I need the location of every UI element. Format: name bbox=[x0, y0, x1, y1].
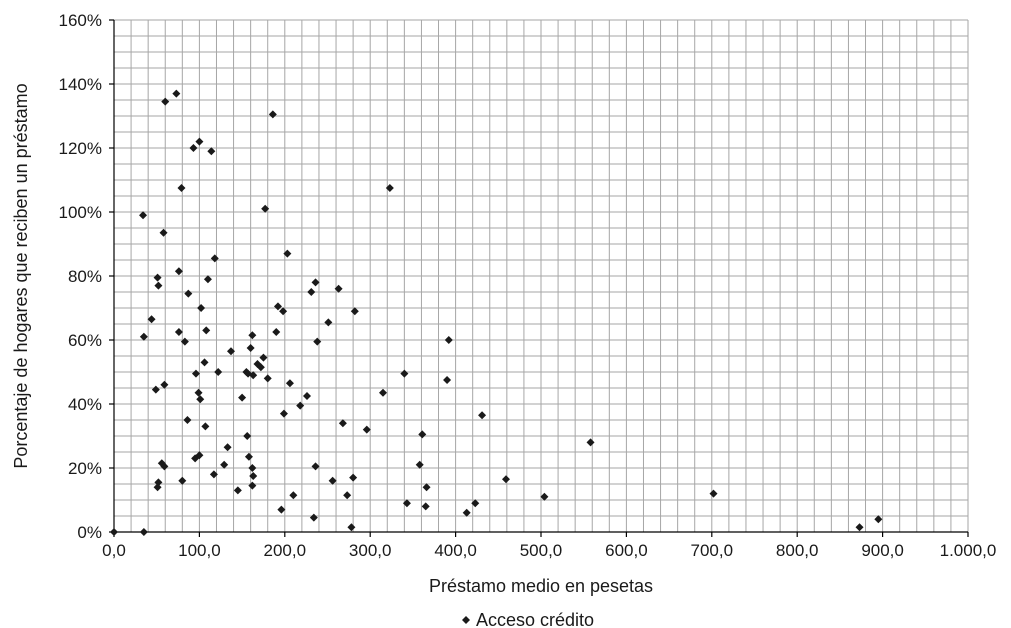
data-point bbox=[478, 411, 486, 419]
data-point bbox=[201, 422, 209, 430]
data-point bbox=[312, 462, 320, 470]
data-point bbox=[175, 328, 183, 336]
data-point bbox=[148, 315, 156, 323]
y-tick-label: 120% bbox=[59, 139, 102, 158]
data-point bbox=[248, 331, 256, 339]
x-tick-label: 1.000,0 bbox=[940, 541, 997, 560]
x-axis-title: Préstamo medio en pesetas bbox=[429, 576, 653, 596]
data-point bbox=[202, 326, 210, 334]
x-tick-label: 400,0 bbox=[434, 541, 477, 560]
x-tick-label: 800,0 bbox=[776, 541, 819, 560]
data-point bbox=[310, 514, 318, 522]
data-point bbox=[587, 438, 595, 446]
data-point bbox=[710, 490, 718, 498]
x-tick-labels: 0,0 100,0 200,0 300,0 400,0 500,0 600,0 700,0 80… bbox=[102, 532, 996, 560]
data-point bbox=[189, 144, 197, 152]
data-point bbox=[272, 328, 280, 336]
data-point bbox=[224, 443, 232, 451]
data-point bbox=[502, 475, 510, 483]
data-point bbox=[196, 395, 204, 403]
data-point bbox=[161, 98, 169, 106]
y-tick-label: 40% bbox=[68, 395, 102, 414]
y-tick-label: 60% bbox=[68, 331, 102, 350]
data-point bbox=[177, 184, 185, 192]
data-point bbox=[418, 430, 426, 438]
data-point bbox=[175, 267, 183, 275]
data-point bbox=[363, 426, 371, 434]
y-axis-title: Porcentaje de hogares que reciben un pré… bbox=[11, 83, 31, 468]
data-point bbox=[211, 254, 219, 262]
data-point bbox=[347, 523, 355, 531]
data-point bbox=[343, 491, 351, 499]
data-point bbox=[172, 90, 180, 98]
data-point bbox=[303, 392, 311, 400]
x-tick-label: 500,0 bbox=[520, 541, 563, 560]
data-point bbox=[154, 282, 162, 290]
data-point bbox=[422, 502, 430, 510]
chart-grid bbox=[114, 20, 968, 532]
data-point bbox=[856, 523, 864, 531]
data-point bbox=[195, 138, 203, 146]
data-point bbox=[349, 474, 357, 482]
y-tick-labels: 0% 20% 40% 60% 80% 100% 120% 140% 160% bbox=[59, 11, 114, 542]
data-point bbox=[234, 486, 242, 494]
data-point bbox=[183, 416, 191, 424]
legend-label: Acceso crédito bbox=[476, 610, 594, 628]
data-point bbox=[312, 278, 320, 286]
data-point bbox=[443, 376, 451, 384]
data-point bbox=[313, 338, 321, 346]
data-point bbox=[195, 389, 203, 397]
data-point bbox=[259, 354, 267, 362]
data-point bbox=[248, 482, 256, 490]
data-point bbox=[110, 528, 118, 536]
data-point bbox=[140, 528, 148, 536]
data-point bbox=[184, 290, 192, 298]
data-point bbox=[280, 410, 288, 418]
data-point bbox=[379, 389, 387, 397]
data-point bbox=[238, 394, 246, 402]
data-points bbox=[110, 90, 882, 536]
data-point bbox=[245, 453, 253, 461]
x-tick-label: 200,0 bbox=[264, 541, 307, 560]
x-tick-label: 900,0 bbox=[861, 541, 904, 560]
legend: Acceso crédito bbox=[462, 610, 594, 628]
data-point bbox=[243, 432, 251, 440]
data-point bbox=[247, 344, 255, 352]
x-tick-label: 100,0 bbox=[178, 541, 221, 560]
data-point bbox=[289, 491, 297, 499]
data-point bbox=[152, 386, 160, 394]
data-point bbox=[277, 506, 285, 514]
data-point bbox=[197, 304, 205, 312]
x-tick-label: 600,0 bbox=[605, 541, 648, 560]
data-point bbox=[307, 288, 315, 296]
x-tick-label: 700,0 bbox=[691, 541, 734, 560]
data-point bbox=[324, 318, 332, 326]
y-tick-label: 160% bbox=[59, 11, 102, 30]
data-point bbox=[274, 302, 282, 310]
data-point bbox=[445, 336, 453, 344]
data-point bbox=[248, 464, 256, 472]
data-point bbox=[269, 110, 277, 118]
data-point bbox=[286, 379, 294, 387]
data-point bbox=[400, 370, 408, 378]
x-tick-label: 0,0 bbox=[102, 541, 126, 560]
y-tick-label: 0% bbox=[77, 523, 102, 542]
y-tick-label: 140% bbox=[59, 75, 102, 94]
x-tick-label: 300,0 bbox=[349, 541, 392, 560]
data-point bbox=[160, 229, 168, 237]
data-point bbox=[214, 368, 222, 376]
data-point bbox=[296, 402, 304, 410]
data-point bbox=[201, 358, 209, 366]
y-tick-label: 80% bbox=[68, 267, 102, 286]
data-point bbox=[192, 370, 200, 378]
legend-marker-diamond-icon bbox=[462, 616, 470, 624]
data-point bbox=[154, 274, 162, 282]
data-point bbox=[264, 374, 272, 382]
y-tick-label: 100% bbox=[59, 203, 102, 222]
y-tick-label: 20% bbox=[68, 459, 102, 478]
